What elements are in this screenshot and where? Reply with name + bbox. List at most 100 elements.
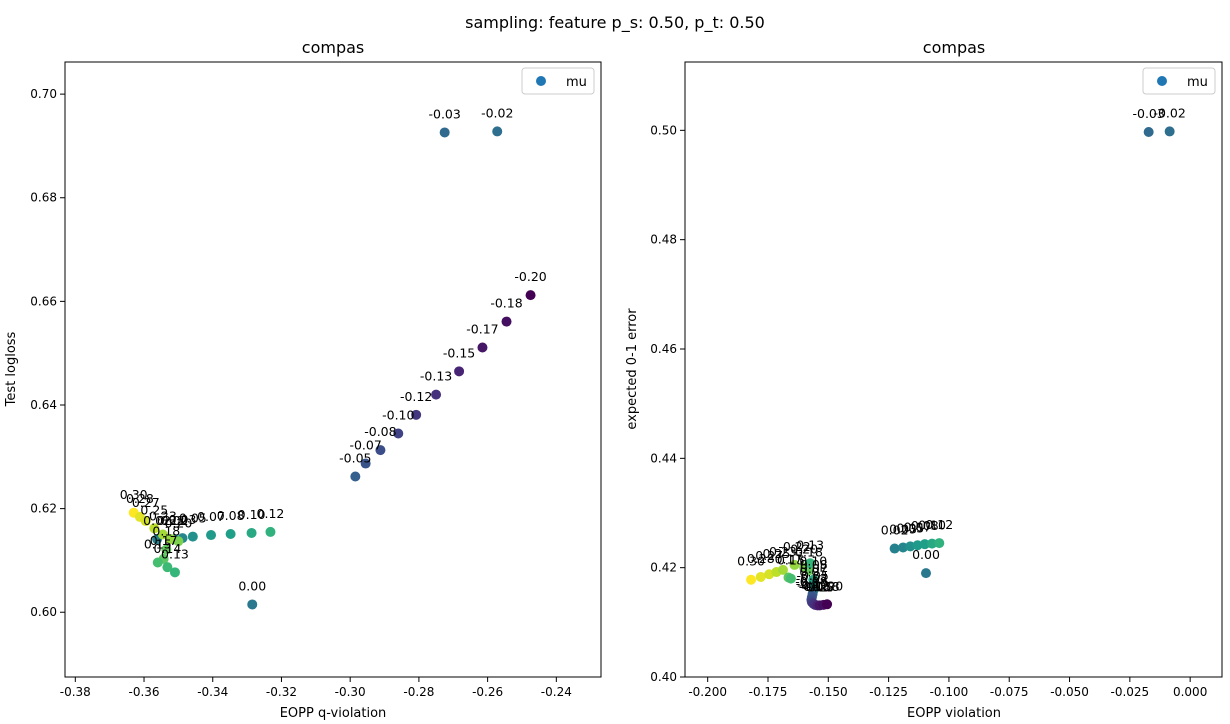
- chart-right-legend-marker: [1157, 76, 1167, 86]
- chart-left-xtick-label: -0.28: [403, 685, 434, 699]
- chart-right-xtick-label: -0.025: [1111, 685, 1150, 699]
- chart-left-point: [501, 316, 512, 327]
- chart-right-point: [934, 538, 945, 549]
- chart-left-xtick-label: -0.34: [197, 685, 228, 699]
- chart-right-point-label: 0.08: [911, 518, 939, 533]
- chart-left-xlabel: EOPP q-violation: [280, 706, 387, 721]
- chart-right-point-label: 0.27: [755, 548, 783, 563]
- chart-right-point: [927, 538, 938, 549]
- chart-left-points: [128, 126, 536, 610]
- chart-right-point-label: 0.13: [796, 537, 824, 552]
- chart-right-ytick-label: 0.50: [650, 123, 677, 137]
- chart-left-point: [206, 530, 217, 541]
- chart-right-ytick-label: 0.42: [650, 561, 677, 575]
- chart-right-xtick-label: -0.050: [1050, 685, 1089, 699]
- chart-right-point-label: 0.00: [912, 547, 940, 562]
- chart-right-point: [1143, 126, 1154, 137]
- chart-right-points: [746, 126, 1175, 611]
- chart-right-point-label: -0.22: [778, 539, 810, 554]
- chart-right-xtick-label: -0.125: [869, 685, 908, 699]
- chart-left-ytick-label: 0.60: [30, 605, 57, 619]
- chart-left-point-label: 0.08: [217, 508, 245, 523]
- chart-right-point-label: -0.20: [811, 578, 843, 593]
- figure-suptitle: sampling: feature p_s: 0.50, p_t: 0.50: [465, 13, 765, 33]
- chart-left-point: [393, 428, 404, 439]
- chart-left-point: [173, 536, 184, 547]
- chart-right-point-label: -0.13: [799, 579, 831, 594]
- chart-left-point-label: 0.05: [179, 511, 207, 526]
- chart-right-point-label: -0.05: [796, 568, 828, 583]
- chart-left-point-label: 0.02: [161, 513, 189, 528]
- chart-right-point: [746, 574, 757, 585]
- chart-right-point-label: 0.07: [904, 519, 932, 534]
- chart-left-point: [169, 567, 180, 578]
- chart-right-title: compas: [923, 38, 985, 57]
- chart-right-point: [755, 571, 766, 582]
- chart-right-point-label: 0.05: [799, 565, 827, 580]
- chart-right-plot-frame: [684, 61, 1223, 678]
- chart-left-plot-frame: [64, 61, 602, 678]
- chart-right-point: [789, 559, 800, 570]
- chart-left-point-label: 0.30: [120, 487, 148, 502]
- chart-right-point: [785, 573, 796, 584]
- chart-left-point: [492, 126, 503, 137]
- chart-right-point-label: 0.07: [800, 561, 828, 576]
- chart-left-ytick-label: 0.66: [30, 294, 57, 308]
- chart-right-point-label: 0.20: [790, 542, 818, 557]
- chart-left-point-label: 0.10: [238, 507, 266, 522]
- chart-left-point: [454, 366, 465, 377]
- chart-right-xtick-label: -0.100: [930, 685, 969, 699]
- chart-right-point-label: 0.25: [763, 546, 791, 561]
- chart-right-point-label: -0.18: [807, 579, 839, 594]
- chart-right-point-label: 0.18: [795, 544, 823, 559]
- chart-left-legend-label: mu: [566, 75, 587, 90]
- chart-right-point-label: -0.03: [1132, 106, 1164, 121]
- chart-left-xtick-label: -0.26: [472, 685, 503, 699]
- chart-right-xtick-label: -0.175: [749, 685, 788, 699]
- chart-right-point-label: 0.03: [889, 521, 917, 536]
- chart-right-point-label: 0.30: [737, 554, 765, 569]
- chart-left: compas EOPP q-violation Test logloss -0.…: [4, 38, 602, 721]
- chart-left-point: [161, 544, 172, 555]
- chart-left-ytick-label: 0.64: [30, 398, 57, 412]
- chart-right-xtick-label: -0.075: [990, 685, 1029, 699]
- chart-left-point-label: 0.12: [257, 506, 285, 521]
- chart-left-point-label: 0.02: [143, 513, 171, 528]
- chart-right-point: [920, 568, 931, 579]
- chart-right-ytick-label: 0.44: [650, 451, 677, 465]
- chart-right-point-label: 0.10: [799, 554, 827, 569]
- chart-right-xtick-label: 0.000: [1173, 685, 1207, 699]
- chart-left-point: [149, 523, 160, 534]
- chart-left-point-label: -0.02: [481, 105, 513, 120]
- chart-left-point: [246, 527, 257, 538]
- chart-left-point: [140, 516, 151, 527]
- chart-right-point: [889, 543, 900, 554]
- chart-right-legend: mu: [1142, 67, 1216, 95]
- chart-left-point: [360, 458, 371, 469]
- chart-left-point-label: 0.28: [126, 491, 154, 506]
- chart-left-point-label: -0.08: [364, 424, 396, 439]
- chart-left-point: [265, 526, 276, 537]
- chart-left-point: [375, 445, 386, 456]
- chart-left-point-label: 0.27: [132, 495, 160, 510]
- chart-left-point-label: 0.20: [164, 515, 192, 530]
- chart-left-point-label: 0.17: [150, 533, 178, 548]
- chart-right-point: [919, 539, 930, 550]
- chart-left-point: [162, 562, 173, 573]
- chart-left-xtick-label: -0.30: [335, 685, 366, 699]
- chart-right-ytick-label: 0.40: [650, 670, 677, 684]
- chart-left-point-label: -0.03: [428, 106, 460, 121]
- chart-left-ylabel: Test logloss: [4, 331, 19, 407]
- chart-right-point-label: -0.12: [797, 578, 829, 593]
- chart-right-point: [1164, 126, 1175, 137]
- chart-right-ticks: -0.200 -0.175 -0.150 -0.125 -0.100 -0.075 -0.0…: [650, 123, 1207, 699]
- chart-right-point-label: 0.05: [896, 520, 924, 535]
- chart-left-ytick-label: 0.68: [30, 191, 57, 205]
- chart-right-point: [822, 599, 833, 610]
- chart-left-point-label: 0.15: [144, 536, 172, 551]
- chart-left-point: [225, 529, 236, 540]
- chart-right-legend-label: mu: [1187, 75, 1208, 90]
- chart-left-point-label: -0.18: [490, 296, 522, 311]
- chart-left-xtick-label: -0.38: [60, 685, 91, 699]
- chart-right-ytick-label: 0.46: [650, 342, 677, 356]
